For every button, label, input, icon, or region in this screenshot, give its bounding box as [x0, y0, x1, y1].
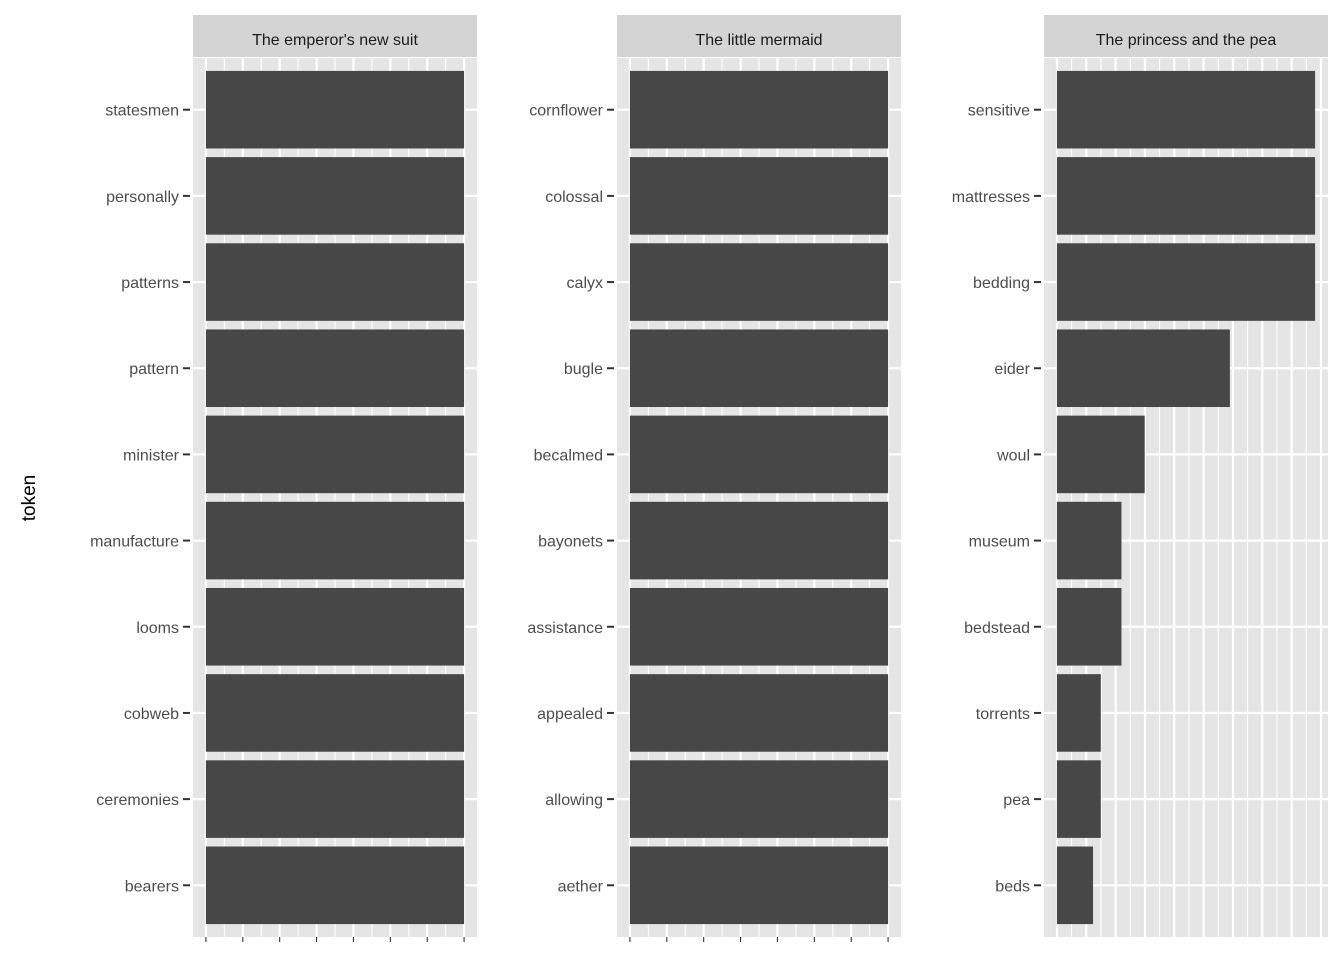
bar-beds	[1056, 846, 1094, 925]
bar-sensitive	[1056, 70, 1316, 149]
bar-bugle	[629, 329, 889, 408]
y-tick-label: mattresses	[952, 189, 1030, 206]
y-tick-label: becalmed	[534, 447, 603, 464]
y-tick-label: bedding	[973, 275, 1030, 292]
facet-strip	[193, 15, 477, 57]
y-tick-label: pea	[1003, 792, 1030, 809]
y-tick-label: allowing	[545, 792, 603, 809]
y-tick-label: manufacture	[90, 534, 179, 551]
bar-appealed	[629, 674, 889, 752]
bar-cobweb	[205, 674, 465, 752]
y-tick-label: ceremonies	[96, 792, 179, 809]
bar-bedstead	[1056, 587, 1122, 666]
bar-eider	[1056, 329, 1230, 408]
bar-calyx	[629, 243, 889, 321]
y-tick-label: minister	[123, 447, 180, 464]
facet-strip	[1044, 15, 1328, 57]
facet-panel-1: The emperor's new suit statesmen personall…	[90, 15, 477, 942]
y-tick-label: torrents	[976, 706, 1030, 723]
facet-strip-title: The princess and the pea	[1096, 32, 1277, 49]
facet-strip	[617, 15, 901, 57]
y-tick-label: bearers	[125, 878, 179, 895]
facet-strip-title: The little mermaid	[695, 32, 822, 49]
facet-panel-2: The little mermaid cornflower colossal caly…	[527, 15, 901, 942]
bar-ceremonies	[205, 760, 465, 838]
bar-bedding	[1056, 243, 1316, 321]
y-tick-label: aether	[558, 878, 604, 895]
y-tick-label: statesmen	[105, 103, 179, 120]
y-tick-label: museum	[969, 534, 1030, 551]
y-tick-label: eider	[994, 361, 1030, 378]
facet-strip-title: The emperor's new suit	[252, 32, 418, 49]
y-tick-label: cobweb	[124, 706, 179, 723]
y-tick-label: bugle	[564, 361, 603, 378]
bar-assistance	[629, 587, 889, 666]
bar-personally	[205, 157, 465, 235]
bar-woul	[1056, 415, 1145, 494]
bar-museum	[1056, 501, 1122, 580]
bar-patterns	[205, 243, 465, 321]
y-tick-label: personally	[106, 189, 179, 206]
bar-manufacture	[205, 501, 465, 580]
bar-looms	[205, 587, 465, 666]
bar-mattresses	[1056, 157, 1316, 235]
bar-aether	[629, 846, 889, 925]
y-tick-label: patterns	[121, 275, 179, 292]
bar-bearers	[205, 846, 465, 925]
y-tick-label: pattern	[129, 361, 179, 378]
bar-statesmen	[205, 70, 465, 149]
y-tick-label: bayonets	[538, 534, 603, 551]
y-tick-label: beds	[995, 878, 1030, 895]
bar-bayonets	[629, 501, 889, 580]
bar-pattern	[205, 329, 465, 408]
y-tick-label: woul	[996, 447, 1030, 464]
y-tick-label: calyx	[567, 275, 603, 292]
bar-cornflower	[629, 70, 889, 149]
bar-colossal	[629, 157, 889, 235]
bar-torrents	[1056, 674, 1101, 752]
y-tick-label: looms	[136, 620, 179, 637]
y-tick-label: colossal	[545, 189, 603, 206]
bar-becalmed	[629, 415, 889, 494]
bar-pea	[1056, 760, 1101, 838]
bar-allowing	[629, 760, 889, 838]
y-tick-label: assistance	[527, 620, 603, 637]
y-tick-label: cornflower	[529, 103, 603, 120]
y-tick-label: sensitive	[968, 103, 1030, 120]
y-axis-title: token	[19, 475, 40, 521]
y-tick-label: bedstead	[964, 620, 1030, 637]
bar-minister	[205, 415, 465, 494]
y-tick-label: appealed	[537, 706, 603, 723]
facet-panel-3: The princess and the pea sensitive mattres…	[952, 15, 1328, 937]
